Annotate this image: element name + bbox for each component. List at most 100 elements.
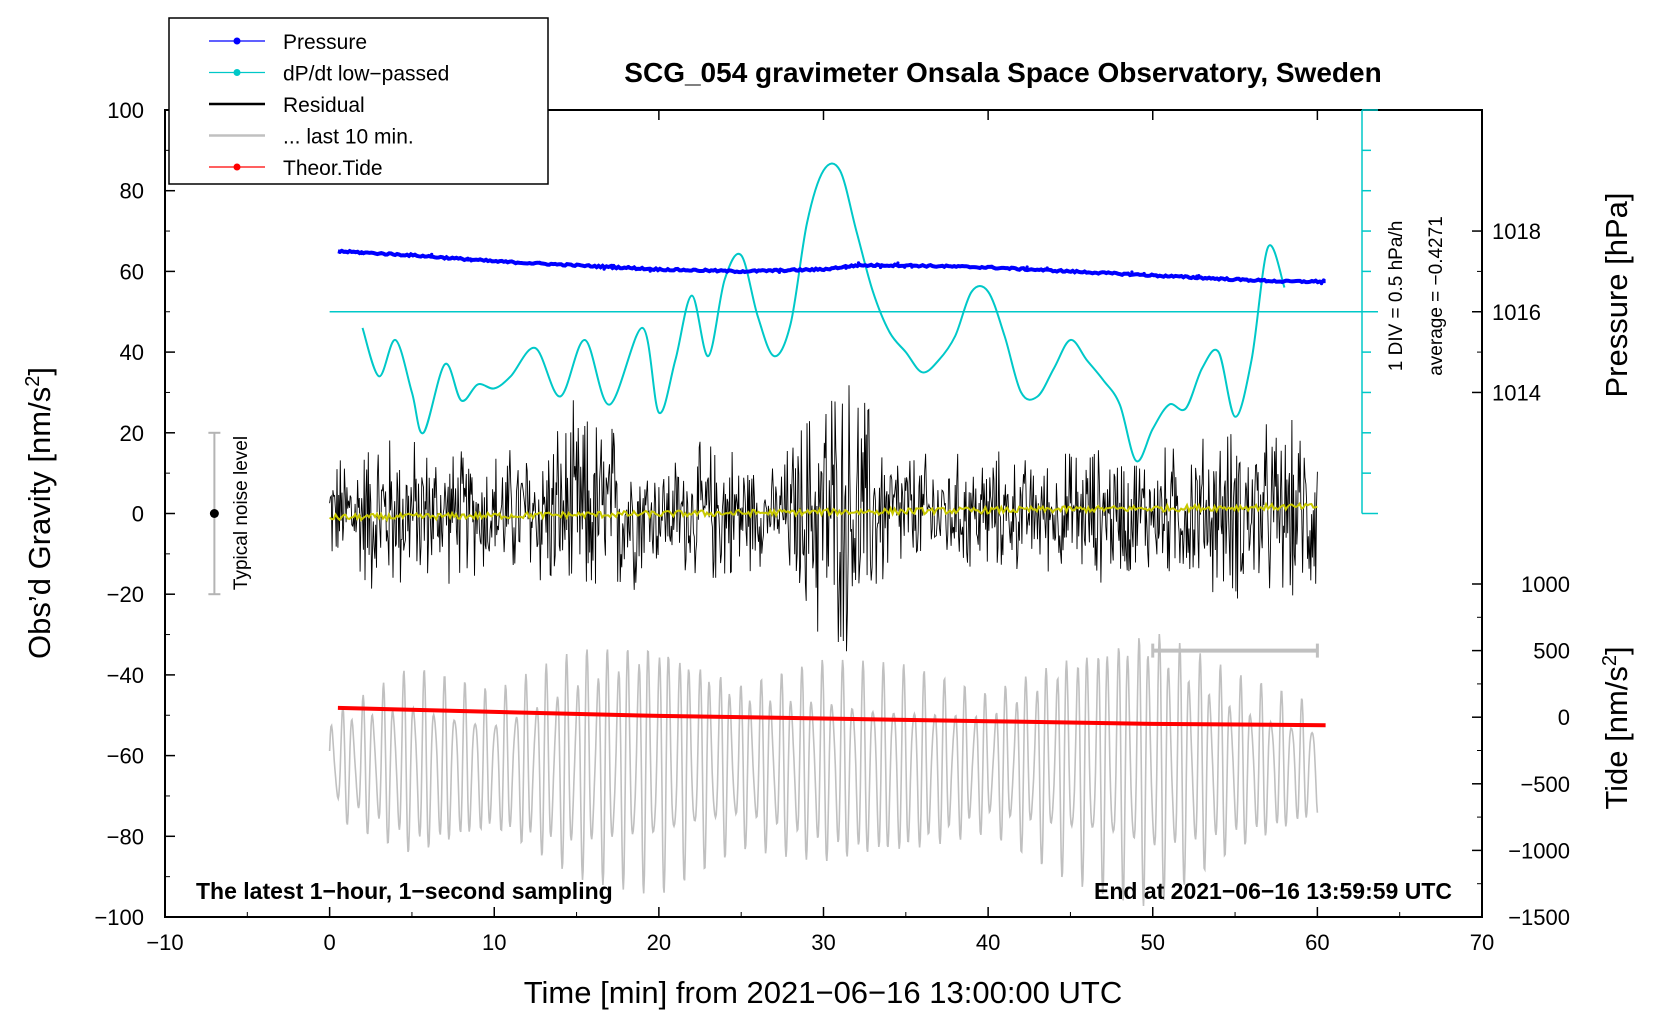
legend-marker <box>233 69 241 76</box>
x-tick-label: −10 <box>146 930 183 955</box>
tide-axis-label-sup: 2 <box>1599 655 1621 666</box>
pressure-point <box>708 269 712 273</box>
noise-center-dot <box>209 509 219 518</box>
pressure-tick-label: 1016 <box>1492 300 1541 325</box>
pressure-point <box>338 250 342 254</box>
pressure-point <box>648 269 652 273</box>
y-axis-label: Obs’d Gravity [nm/s2] <box>22 367 57 659</box>
y-tick-label: −80 <box>107 824 144 849</box>
pressure-series <box>337 248 1326 286</box>
pressure-point <box>538 260 542 264</box>
legend-marker <box>233 37 241 45</box>
pressure-point <box>844 266 848 270</box>
y-axis-label-end: ] <box>22 367 57 376</box>
legend-label: Theor.Tide <box>283 157 383 180</box>
pressure-point <box>896 261 900 265</box>
last-10-min-line <box>328 633 1319 907</box>
chart-title: SCG_054 gravimeter Onsala Space Observat… <box>624 57 1381 88</box>
pressure-point <box>1197 274 1201 278</box>
pressure-point <box>880 263 884 267</box>
y-tick-label: 40 <box>120 340 144 365</box>
pressure-point <box>602 267 606 271</box>
x-axis-label: Time [min] from 2021−06−16 13:00:00 UTC <box>524 975 1123 1010</box>
pressure-point <box>878 265 883 270</box>
y-tick-label: 0 <box>132 502 144 527</box>
pressure-tick-label: 1014 <box>1492 380 1541 405</box>
dpdt-average-label: average = −0.4271 <box>1426 216 1447 376</box>
pressure-point <box>1259 278 1264 282</box>
dpdt-series <box>361 162 1286 463</box>
tide-tick-label: 1000 <box>1521 572 1570 597</box>
pressure-point <box>777 270 782 274</box>
residual-smoothed-line <box>328 501 1318 523</box>
y-tick-label: −100 <box>94 905 144 930</box>
x-tick-label: 10 <box>482 930 506 955</box>
y-tick-label: 80 <box>120 179 144 204</box>
pressure-point <box>910 265 914 269</box>
pressure-point <box>490 260 494 264</box>
x-tick-label: 20 <box>647 930 671 955</box>
y-tick-label: −40 <box>107 663 144 688</box>
pressure-point <box>430 252 434 256</box>
pressure-tick-label: 1018 <box>1492 219 1541 244</box>
pressure-point <box>415 254 419 258</box>
pressure-point <box>932 264 936 268</box>
pressure-point <box>1142 271 1146 276</box>
last-10-min-bar <box>1151 643 1319 658</box>
pressure-point <box>469 259 473 263</box>
y-tick-label: 60 <box>120 259 144 284</box>
y-axis-label-sup: 2 <box>22 376 44 387</box>
x-tick-label: 40 <box>976 930 1000 955</box>
pressure-point <box>818 267 822 271</box>
x-tick-label: 50 <box>1141 930 1165 955</box>
legend-label: ... last 10 min. <box>283 126 414 149</box>
tide-axis-label-end: ] <box>1599 646 1634 655</box>
y-tick-label: 100 <box>107 98 144 123</box>
residual-line <box>329 385 1318 652</box>
pressure-point <box>1310 279 1314 283</box>
tide-tick-label: −1500 <box>1508 905 1570 930</box>
pressure-line <box>337 248 1326 285</box>
pressure-point <box>466 256 470 260</box>
pressure-point <box>1290 279 1294 283</box>
tide-tick-label: −1000 <box>1508 838 1570 863</box>
pressure-point <box>1045 266 1049 270</box>
pressure-point <box>1319 282 1324 286</box>
y-axis-ticks: −100 −80 −60 −40 −20 0 20 40 60 80 100 <box>94 98 175 930</box>
y-tick-label: −60 <box>107 744 144 769</box>
pressure-point <box>856 261 861 265</box>
pressure-point <box>499 259 503 263</box>
y-tick-label: −20 <box>107 582 144 607</box>
tide-tick-label: 0 <box>1558 705 1570 730</box>
y-axis-label-main: Obs’d Gravity [nm/s <box>22 387 57 659</box>
pressure-point <box>1154 273 1159 277</box>
noise-level-indicator <box>208 431 221 596</box>
tide-line <box>337 705 1326 728</box>
legend-label: dP/dt low−passed <box>283 63 449 86</box>
pressure-axis-label: Pressure [hPa] <box>1599 192 1634 397</box>
legend-box <box>168 17 549 185</box>
legend-marker <box>233 163 241 171</box>
footer-left-note: The latest 1−hour, 1−second sampling <box>196 878 613 904</box>
tide-axis-label-main: Tide [nm/s <box>1599 666 1634 810</box>
pressure-point <box>626 265 631 269</box>
footer-right-note: End at 2021−06−16 13:59:59 UTC <box>1094 878 1452 904</box>
tide-tick-label: 500 <box>1533 639 1570 664</box>
x-tick-label: 70 <box>1470 930 1494 955</box>
noise-level-label: Typical noise level <box>231 436 252 590</box>
dpdt-div-label: 1 DIV = 0.5 hPa/h <box>1386 221 1407 372</box>
pressure-point <box>908 263 912 267</box>
pressure-point <box>621 266 625 270</box>
dpdt-scale <box>329 109 1378 515</box>
x-tick-label: 30 <box>811 930 835 955</box>
x-axis-ticks: −10 0 10 20 30 40 50 60 70 <box>146 110 1494 955</box>
x-tick-label: 0 <box>324 930 336 955</box>
pressure-axis-ticks: 1014 1016 1018 <box>1472 219 1541 405</box>
residual-series <box>329 385 1318 652</box>
x-tick-label: 60 <box>1305 930 1329 955</box>
last-10-min-series <box>328 633 1319 907</box>
pressure-point <box>1025 265 1029 269</box>
y-tick-label: 20 <box>120 421 144 446</box>
tide-tick-label: −500 <box>1520 772 1570 797</box>
